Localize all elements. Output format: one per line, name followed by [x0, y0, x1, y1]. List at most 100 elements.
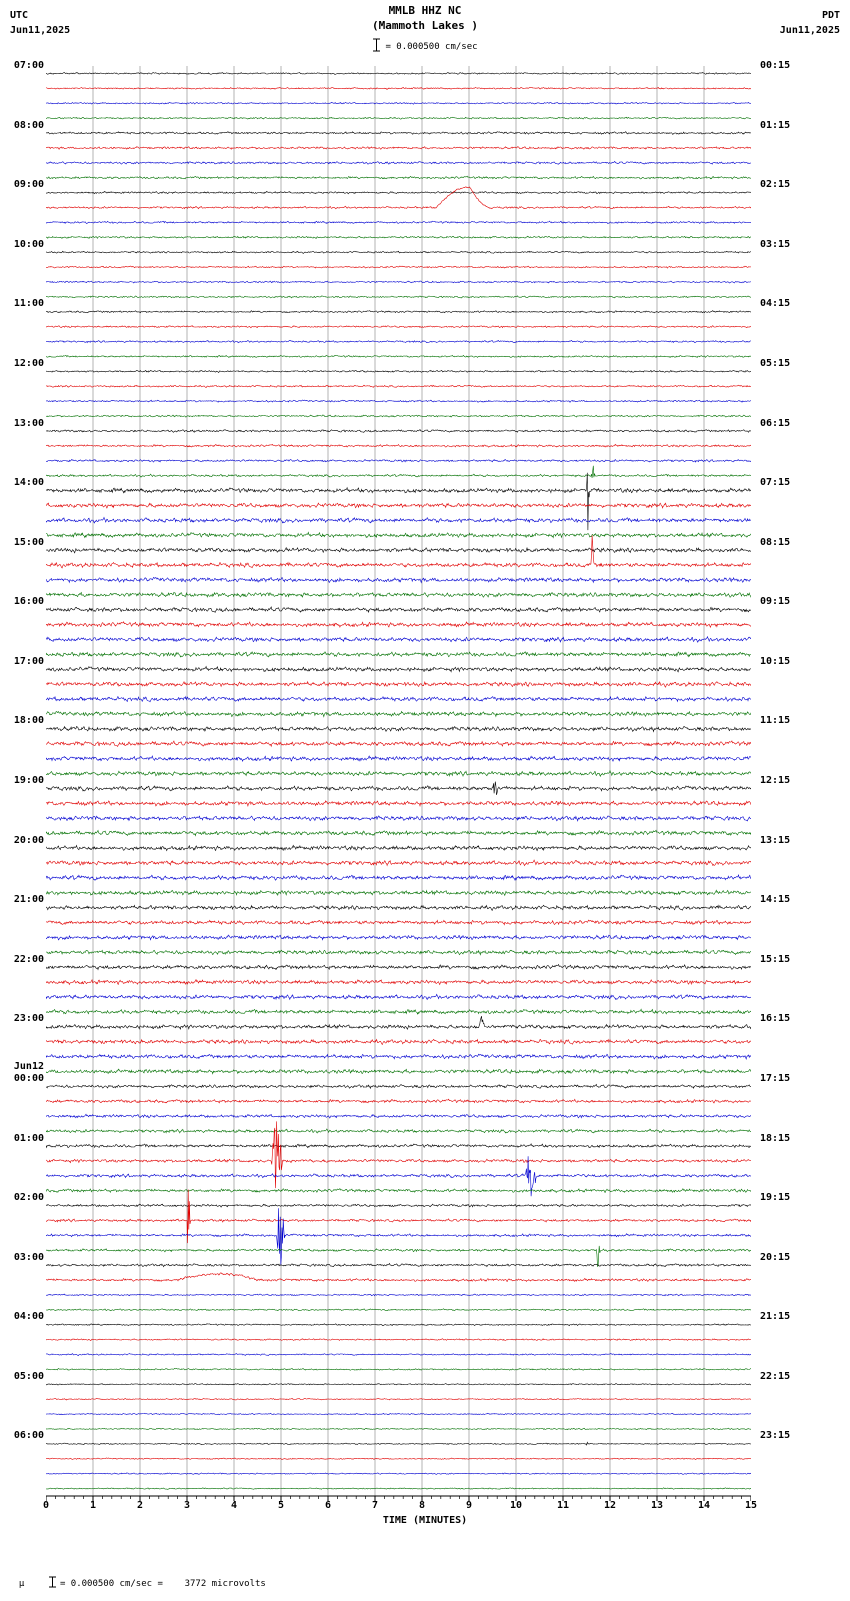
- seismogram-trace: [46, 1008, 751, 1015]
- seismogram-trace: [46, 889, 751, 897]
- utc-day-change-label: Jun12: [13, 1060, 44, 1072]
- utc-hour-label: 21:00: [13, 894, 44, 906]
- seismogram-trace: [46, 186, 751, 210]
- seismogram-trace: [46, 443, 751, 448]
- x-axis-tick: 3: [183, 1500, 191, 1511]
- seismogram-trace: [46, 190, 751, 195]
- seismogram-trace: [46, 934, 751, 941]
- seismogram-trace: [46, 428, 751, 433]
- seismogram-trace: [46, 859, 751, 867]
- station-location: (Mammoth Lakes ): [372, 19, 478, 32]
- pdt-hour-label: 01:15: [760, 119, 791, 131]
- seismogram-trace: [46, 1188, 751, 1194]
- seismogram-trace: [46, 755, 751, 763]
- seismogram-trace: [46, 1383, 751, 1386]
- pdt-hour-label: 08:15: [760, 536, 791, 548]
- seismogram-trace: [46, 844, 751, 852]
- seismogram-trace: [46, 1143, 751, 1149]
- seismogram-trace: [46, 1398, 751, 1401]
- seismogram-trace: [46, 815, 751, 822]
- pdt-hour-label: 12:15: [760, 775, 791, 786]
- seismogram-trace: [46, 1208, 751, 1265]
- seismogram-trace: [46, 160, 751, 165]
- seismogram-trace: [46, 399, 751, 403]
- seismogram-trace: [46, 220, 751, 225]
- utc-hour-label: 23:00: [13, 1013, 44, 1025]
- seismogram-trace: [46, 993, 751, 1001]
- seismogram-trace: [46, 310, 751, 314]
- pdt-hour-label: 21:15: [760, 1311, 791, 1323]
- seismogram-trace: [46, 978, 751, 986]
- pdt-hour-label: 23:15: [760, 1430, 791, 1442]
- seismogram-trace: [46, 651, 751, 658]
- x-axis-tick: 12: [603, 1500, 617, 1511]
- x-axis-tick: 2: [136, 1500, 144, 1511]
- seismogram-trace: [46, 1487, 751, 1490]
- seismogram-trace: [46, 635, 751, 643]
- seismogram-trace: [46, 1189, 751, 1244]
- utc-hour-label: 08:00: [13, 119, 44, 131]
- seismogram-trace: [46, 339, 751, 344]
- seismogram-trace: [46, 1053, 751, 1061]
- utc-hour-label: 00:00: [13, 1072, 44, 1084]
- seismogram-trace: [46, 1457, 751, 1460]
- seismogram-trace: [46, 904, 751, 911]
- footer-scale-note: μ = 0.000500 cm/sec = 3772 microvolts: [8, 1556, 266, 1601]
- seismogram-trace: [46, 1121, 751, 1189]
- seismogram-trace: [46, 800, 751, 807]
- pdt-hour-label: 06:15: [760, 417, 791, 429]
- seismogram-trace: [46, 919, 751, 926]
- seismogram-trace: [46, 1293, 751, 1297]
- seismogram-trace: [46, 695, 751, 703]
- utc-hour-label: 01:00: [13, 1132, 44, 1144]
- x-axis-tick: 9: [465, 1500, 473, 1511]
- utc-hour-label: 04:00: [13, 1311, 44, 1323]
- x-axis-tick: 0: [42, 1500, 50, 1511]
- seismogram-trace: [46, 963, 751, 971]
- seismogram-trace: [46, 250, 751, 254]
- x-axis-tick: 7: [371, 1500, 379, 1511]
- seismogram-trace: [46, 131, 751, 135]
- seismogram-trace: [46, 725, 751, 733]
- station-title: MMLB HHZ NC: [388, 4, 462, 17]
- seismogram-trace: [46, 665, 751, 673]
- seismogram-trace: [46, 465, 751, 478]
- pdt-timezone-label: PDT: [821, 10, 840, 21]
- pdt-hour-label: 18:15: [760, 1132, 791, 1144]
- pdt-hour-label: 14:15: [760, 894, 791, 906]
- seismogram-trace: [46, 472, 751, 531]
- utc-hour-label: 06:00: [13, 1430, 44, 1442]
- seismogram-trace: [46, 576, 751, 584]
- pdt-hour-label: 07:15: [760, 477, 791, 489]
- seismogram-trace: [46, 1427, 751, 1431]
- pdt-hour-label: 22:15: [760, 1370, 791, 1382]
- seismogram-trace: [46, 369, 751, 373]
- pdt-hour-label: 19:15: [760, 1192, 791, 1204]
- right-time-axis: 00:15 01:15 02:15 03:15 04:15 05:15 06:15 07:15…: [755, 0, 850, 1584]
- seismogram-trace: [46, 295, 751, 299]
- seismogram-trace: [46, 680, 751, 688]
- seismogram-trace: [46, 531, 751, 539]
- seismogram-trace: [46, 781, 751, 795]
- x-axis-tick-labels: 0 1 2 3 4 5 6 7 8 9 10 11 12 13 14 15: [0, 1500, 850, 1514]
- x-axis-title: TIME (MINUTES): [382, 1515, 468, 1526]
- seismogram-trace: [46, 621, 751, 628]
- utc-hour-label: 03:00: [13, 1251, 44, 1263]
- utc-hour-label: 02:00: [13, 1192, 44, 1204]
- utc-hour-label: 20:00: [13, 834, 44, 846]
- x-axis-tick: 15: [744, 1500, 758, 1511]
- seismogram-trace: [46, 874, 751, 881]
- seismogram-trace: [46, 949, 751, 956]
- seismogram-trace: [46, 710, 751, 718]
- pdt-hour-label: 00:15: [760, 60, 791, 71]
- utc-hour-label: 10:00: [13, 238, 44, 250]
- seismogram-plot[interactable]: [46, 66, 751, 1501]
- footer-mu-symbol: μ: [18, 1579, 25, 1589]
- seismogram-trace: [46, 1128, 751, 1134]
- seismogram-trace: [46, 116, 751, 120]
- scale-legend-text: = 0.000500 cm/sec: [385, 42, 478, 52]
- seismogram-trace: [46, 1368, 751, 1371]
- seismogram-trace: [46, 606, 751, 614]
- seismogram-trace: [46, 265, 751, 269]
- x-axis-tick: 8: [418, 1500, 426, 1511]
